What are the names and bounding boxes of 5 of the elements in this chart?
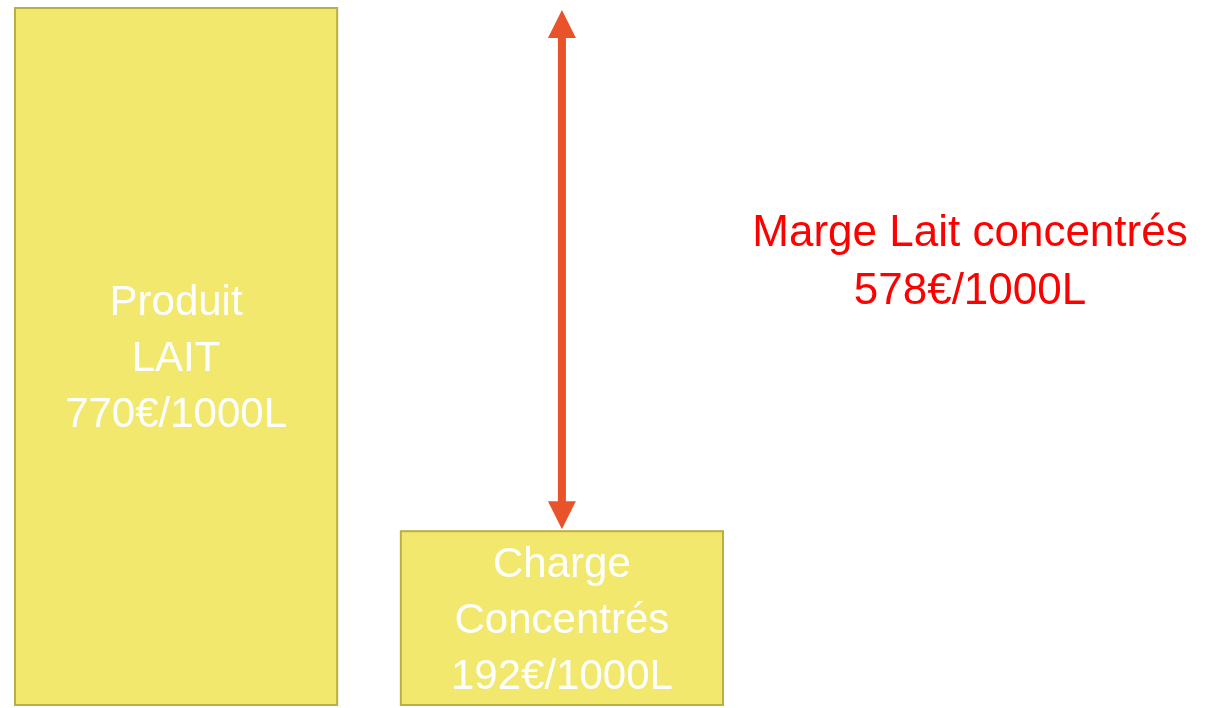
x-tick-label: Charge Concentrés (454, 538, 670, 642)
data-label: 192€/1000L (450, 650, 673, 698)
data-label: 770€/1000L (65, 389, 288, 436)
annotation: Marge Lait concentrés 578€/1000L (752, 205, 1188, 313)
x-tick-label: Produit LAIT (109, 277, 243, 380)
